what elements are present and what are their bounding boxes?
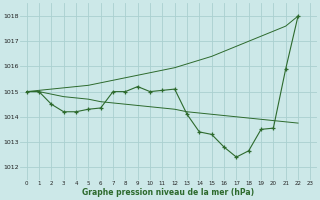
X-axis label: Graphe pression niveau de la mer (hPa): Graphe pression niveau de la mer (hPa) [83, 188, 255, 197]
